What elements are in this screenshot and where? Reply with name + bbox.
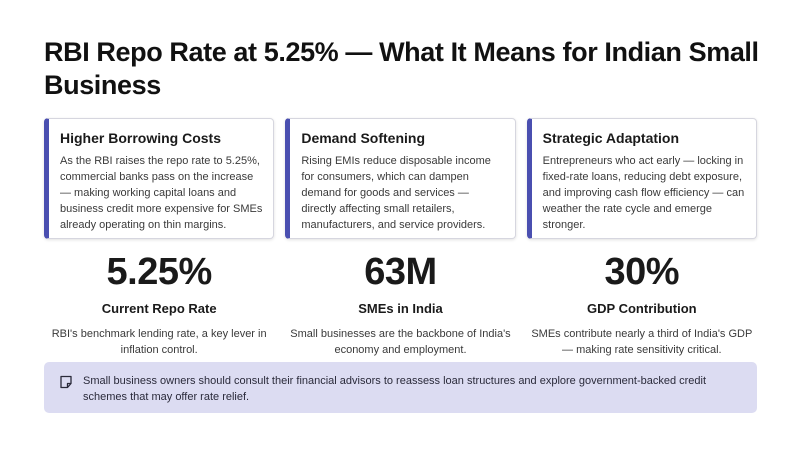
card-strategic-adaptation: Strategic Adaptation Entrepreneurs who a… (526, 118, 757, 239)
card-title: Higher Borrowing Costs (60, 130, 222, 146)
stat-repo-rate: 5.25% Current Repo Rate RBI's benchmark … (44, 250, 274, 358)
stat-label: SMEs in India (358, 301, 443, 316)
stat-smes-in-india: 63M SMEs in India Small businesses are t… (285, 250, 515, 358)
stat-description: Small businesses are the backbone of Ind… (290, 328, 511, 356)
stat-label: Current Repo Rate (101, 301, 217, 316)
card-body: As the RBI raises the repo rate to 5.25%… (60, 155, 263, 231)
note-text: Small business owners should consult the… (83, 375, 707, 403)
card-higher-borrowing-costs: Higher Borrowing Costs As the RBI raises… (44, 118, 275, 239)
card-demand-softening: Demand Softening Rising EMIs reduce disp… (285, 118, 516, 239)
stat-description: RBI's benchmark lending rate, a key leve… (51, 328, 267, 356)
stat-value: 30% (604, 251, 680, 293)
stat-description: SMEs contribute nearly a third of India'… (531, 328, 753, 356)
card-body: Entrepreneurs who act early — locking in… (542, 155, 745, 231)
card-title: Strategic Adaptation (542, 130, 680, 146)
stat-gdp-contribution: 30% GDP Contribution SMEs contribute nea… (527, 250, 757, 358)
stat-label: GDP Contribution (587, 301, 697, 316)
stat-value: 5.25% (106, 251, 213, 293)
stat-value: 63M (364, 251, 437, 293)
page-title: RBI Repo Rate at 5.25% — What It Means f… (44, 37, 759, 100)
card-body: Rising EMIs reduce disposable income for… (301, 155, 491, 231)
stats-row: 5.25% Current Repo Rate RBI's benchmark … (44, 250, 757, 358)
advisory-note: Small business owners should consult the… (44, 362, 757, 413)
card-title: Demand Softening (301, 130, 425, 146)
info-cards: Higher Borrowing Costs As the RBI raises… (44, 118, 757, 239)
note-icon (60, 375, 72, 389)
